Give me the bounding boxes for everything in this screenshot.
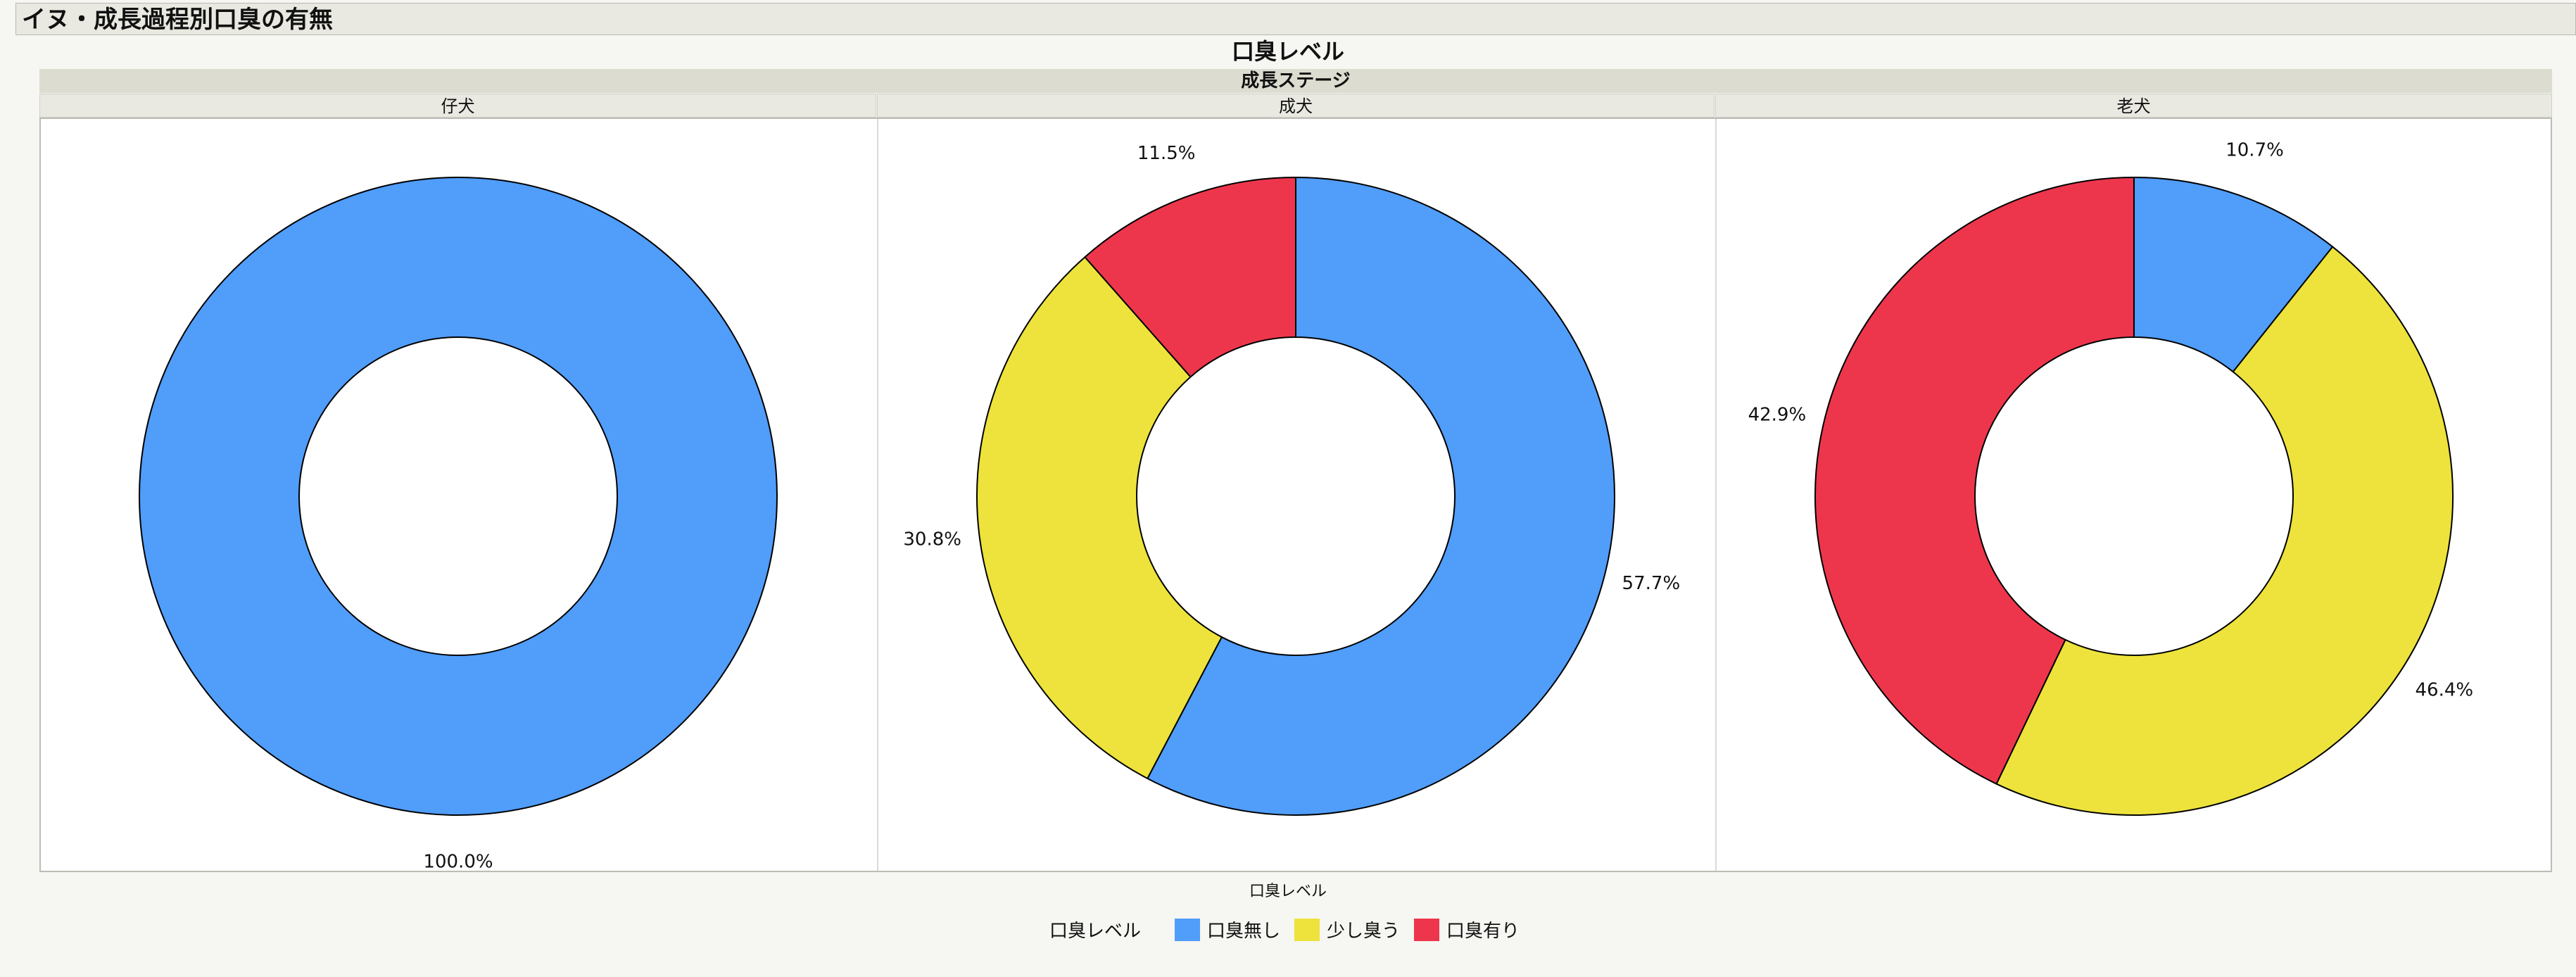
- donut-slice-slight[interactable]: [1995, 246, 2454, 816]
- slice-value-label: 100.0%: [423, 852, 493, 873]
- report-title-bar: イヌ・成長過程別口臭の有無: [15, 3, 2576, 35]
- donut-slice-none[interactable]: [138, 177, 778, 816]
- slice-value-label: 11.5%: [1137, 143, 1196, 164]
- legend-item-slight[interactable]: 少し臭う: [1294, 916, 1400, 943]
- donut-slice-present[interactable]: [1814, 177, 2135, 785]
- legend-swatch-present: [1414, 918, 1440, 941]
- donut-panel-senior: 10.7% 46.4% 42.9%: [1748, 140, 2473, 816]
- donut-slice-none[interactable]: [2133, 177, 2334, 373]
- donut-slice-present[interactable]: [1084, 177, 1296, 378]
- chart-title: 口臭レベル: [1231, 38, 1344, 65]
- legend-swatch-none: [1174, 918, 1200, 941]
- slice-value-label: 42.9%: [1748, 404, 1807, 425]
- donut-panel-puppy: 100.0%: [138, 177, 778, 873]
- legend-item-label: 口臭有り: [1446, 921, 1520, 942]
- slice-value-label: 46.4%: [2415, 679, 2473, 700]
- panel-header-adult: 成犬: [877, 94, 1715, 118]
- legend-item-none[interactable]: 口臭無し: [1174, 916, 1280, 943]
- legend-swatch-slight: [1294, 918, 1320, 941]
- panel-divider: [1715, 119, 1717, 871]
- legend-axis-label: 口臭レベル: [1249, 883, 1327, 900]
- panel-divider: [877, 119, 878, 871]
- slice-value-label: 10.7%: [2225, 140, 2284, 161]
- panel-header-puppy: 仔犬: [39, 94, 876, 118]
- slice-value-label: 57.7%: [1622, 573, 1681, 594]
- legend-item-label: 口臭無し: [1206, 921, 1280, 942]
- panel-header-senior: 老犬: [1715, 94, 2552, 118]
- legend-title: 口臭レベル: [1049, 921, 1141, 942]
- report-title: イヌ・成長過程別口臭の有無: [22, 6, 333, 34]
- slice-value-label: 30.8%: [903, 529, 961, 550]
- donut-panel-adult: 57.7% 30.8% 11.5%: [903, 143, 1681, 816]
- panel-header-row: 仔犬 成犬 老犬: [39, 94, 2552, 118]
- donut-slice-none[interactable]: [1147, 177, 1615, 816]
- legend-item-present[interactable]: 口臭有り: [1414, 916, 1520, 943]
- legend: 口臭レベル 口臭無し 少し臭う 口臭有り: [0, 916, 2576, 943]
- group-header: 成長ステージ: [39, 69, 2552, 93]
- legend-item-label: 少し臭う: [1327, 921, 1401, 942]
- donut-slice-slight[interactable]: [976, 256, 1223, 780]
